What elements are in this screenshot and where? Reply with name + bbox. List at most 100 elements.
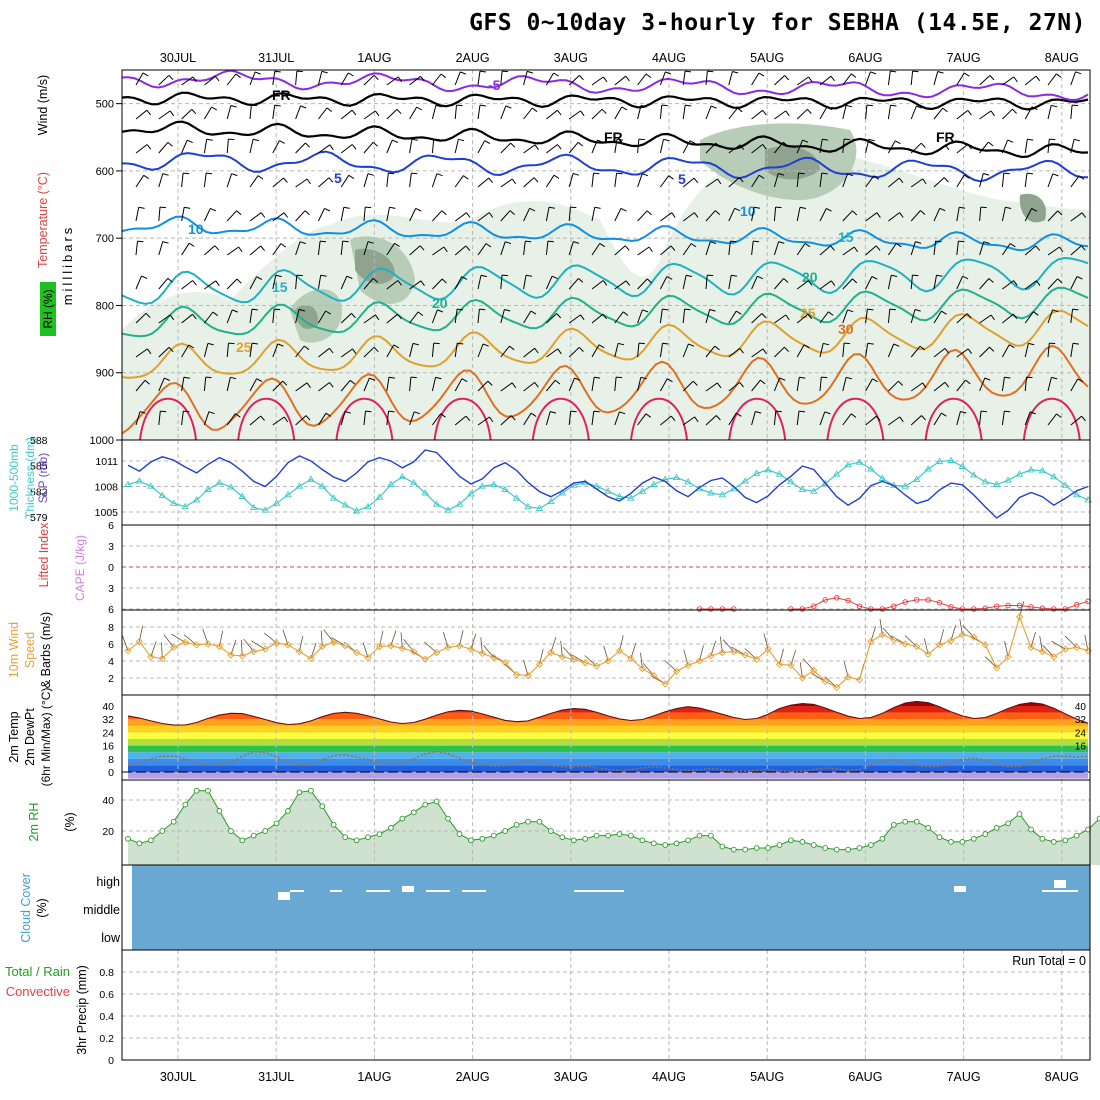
lifted-index-point <box>1073 602 1080 608</box>
wind-barb <box>1001 377 1005 392</box>
wind-barb <box>910 345 921 358</box>
wind-barb-flag <box>944 348 950 354</box>
contour-label: 30 <box>838 321 854 337</box>
surface-wind-barb <box>584 655 597 667</box>
wind-barb-flag <box>646 210 652 216</box>
temp-band <box>128 701 1089 706</box>
wind-barb-flag <box>967 348 973 354</box>
wind-barb-flag <box>642 309 649 313</box>
contour-label: 15 <box>272 279 288 295</box>
wind-barb-flag <box>1072 308 1079 311</box>
thickness-point <box>352 507 361 514</box>
rh2m-point <box>925 825 931 831</box>
wind-barb <box>181 139 188 154</box>
wind-barb <box>158 74 170 86</box>
wind-barb <box>773 241 780 256</box>
wind-barb <box>203 411 210 426</box>
wind-speed-point <box>250 647 258 656</box>
wind-barb-flag <box>572 173 579 176</box>
wind-barb-flag <box>760 379 766 385</box>
wind-barb <box>682 71 686 86</box>
wind-barb <box>887 275 892 290</box>
wind-barb <box>295 415 307 426</box>
wind-barb-flag <box>893 343 900 347</box>
wind-barb-flag <box>943 177 949 183</box>
wind-barb <box>910 415 922 426</box>
wind-barb-flag <box>351 144 357 150</box>
wind-barb <box>135 312 147 324</box>
wind-barb <box>432 278 443 290</box>
wind-barb <box>272 275 277 290</box>
top-day-label: 5AUG <box>750 51 784 65</box>
wind-barb <box>637 210 648 222</box>
wind-barb-flag <box>458 138 465 142</box>
top-day-label: 8AUG <box>1045 51 1079 65</box>
wind-barb <box>1070 139 1075 154</box>
rh2m-point <box>170 818 177 825</box>
wind-barb-flag <box>707 70 714 73</box>
rh2m-point <box>148 837 154 844</box>
lifted-index-point <box>708 606 714 612</box>
wind-barb <box>660 212 672 222</box>
wind-barb <box>979 75 991 86</box>
wind-barb-flag <box>920 210 926 215</box>
li-tick-label: 0 <box>108 562 114 574</box>
wind-barb-flag <box>690 243 697 248</box>
wind-speed-point <box>878 630 887 639</box>
wind-barb-flag <box>757 275 764 280</box>
cloud-gap <box>426 890 450 892</box>
wind-barb <box>682 275 687 290</box>
wind-barb-flag <box>321 70 328 74</box>
wind-barb-flag <box>730 240 737 243</box>
wind-barb <box>135 241 138 256</box>
wind-barb <box>181 313 193 324</box>
wind-barb-flag <box>758 72 765 77</box>
contour-label: 10 <box>740 203 756 219</box>
wind-barb-flag <box>963 174 970 179</box>
wind-barb-flag <box>525 240 532 243</box>
wind-barb-flag <box>143 174 149 180</box>
wind-barb <box>979 110 992 120</box>
wind-barb-flag <box>411 172 418 175</box>
wind-barb <box>774 110 787 120</box>
wind-barb-flag <box>306 382 311 388</box>
wind-barb-flag <box>328 177 334 183</box>
wind-barb <box>705 241 711 256</box>
wind-barb <box>226 210 237 222</box>
wind-barb-flag <box>396 109 402 115</box>
wind-barb <box>796 139 803 154</box>
wind-barb-flag <box>919 345 926 351</box>
wind-barb-flag <box>169 314 175 321</box>
wind-barb-flag <box>485 243 492 248</box>
wind-barb <box>500 105 507 120</box>
wind-speed-point <box>1073 643 1081 652</box>
surface-wind-barb <box>642 663 655 676</box>
wind-barb <box>637 173 643 188</box>
wind-barb-flag <box>553 72 559 77</box>
wind-barb-flag <box>638 342 645 345</box>
wind-barb-flag <box>1008 344 1015 349</box>
rh2m-point <box>559 834 566 841</box>
wind-barb <box>933 241 937 256</box>
surface-wind-barb <box>744 648 757 660</box>
wind-barb-flag <box>192 313 197 320</box>
thickness-point <box>867 465 875 472</box>
wind-barb-flag <box>530 412 537 417</box>
thickness-point <box>832 470 841 477</box>
wind-barb-flag <box>206 172 213 175</box>
wind-speed-point <box>387 642 395 650</box>
wind-barb-flag <box>784 346 789 352</box>
wind-barb <box>705 275 708 290</box>
wind-barb-flag <box>685 70 692 73</box>
wind-barb <box>318 107 328 120</box>
wind-barb <box>865 71 871 86</box>
wind-barb <box>796 377 800 392</box>
rh2m-point <box>330 821 337 828</box>
wind-barb-flag <box>762 109 767 116</box>
wind-barb <box>546 144 558 154</box>
thickness-point <box>638 487 647 494</box>
wind-barb <box>295 142 306 154</box>
wind-barb <box>523 144 536 154</box>
thickness-point <box>238 492 247 499</box>
cloud-gap <box>402 886 414 892</box>
